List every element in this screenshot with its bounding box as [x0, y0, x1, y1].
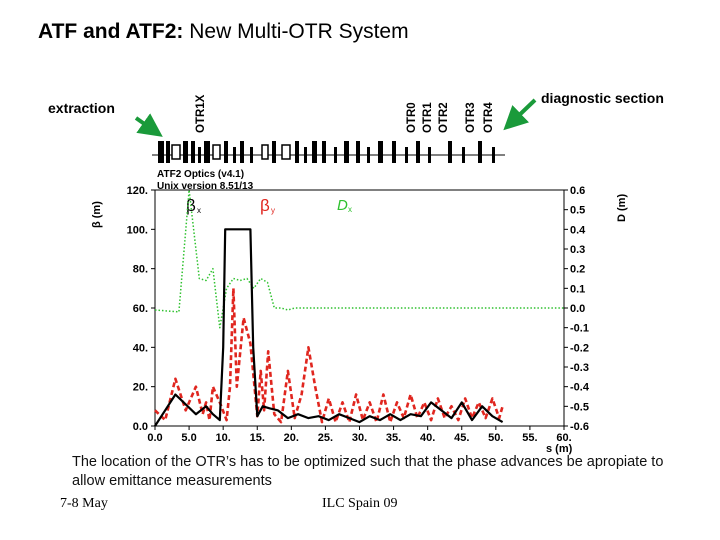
y-right-tick-label: 0.2 — [570, 264, 585, 276]
x-tick-label: 5.0 — [181, 432, 196, 444]
y-right-tick-label: -0.3 — [570, 362, 589, 374]
y-left-tick-label: 0.0 — [133, 421, 148, 433]
diagnostic-section-label: diagnostic section — [541, 90, 664, 106]
x-tick-label: 25. — [318, 432, 333, 444]
lattice-magnet — [312, 141, 317, 163]
legend-beta-y-sub: y — [271, 206, 275, 215]
lattice-monitor — [462, 147, 465, 163]
y-right-tick-label: -0.5 — [570, 401, 589, 413]
y-right-tick-label: 0.4 — [570, 224, 586, 236]
optics-info-line1: ATF2 Optics (v4.1) — [157, 169, 244, 180]
extraction-label: extraction — [48, 100, 115, 116]
optics-info-line2: Unix version 8.51/13 — [157, 181, 254, 192]
y-right-tick-label: 0.1 — [570, 283, 585, 295]
x-tick-label: 15. — [250, 432, 265, 444]
legend-beta-x-sub: x — [197, 206, 201, 215]
lattice-magnet — [356, 141, 360, 163]
lattice-magnet — [171, 144, 181, 160]
lattice-magnet — [158, 141, 164, 163]
x-tick-label: 40. — [420, 432, 435, 444]
lattice-magnet — [272, 141, 276, 163]
y-right-tick-label: 0.5 — [570, 205, 585, 217]
y-left-axis-title: β (m) — [91, 201, 103, 228]
series-line-dotted — [154, 189, 564, 329]
y-left-tick-label: 120. — [127, 185, 148, 197]
y-right-tick-label: -0.1 — [570, 323, 589, 335]
x-tick-label: 10. — [216, 432, 231, 444]
lattice-magnet — [322, 141, 326, 163]
y-right-tick-label: -0.2 — [570, 342, 589, 354]
legend: β x β y D x — [186, 196, 352, 215]
lattice-magnet — [212, 144, 221, 160]
lattice-monitor — [405, 147, 408, 163]
x-tick-label: 35. — [386, 432, 401, 444]
lattice-magnet — [224, 141, 228, 163]
lattice-magnet — [378, 141, 383, 163]
lattice-magnet — [240, 141, 244, 163]
caption-text: The location of the OTR’s has to be opti… — [72, 454, 664, 489]
lattice-magnet — [416, 141, 420, 163]
legend-beta-y: β — [260, 196, 270, 215]
lattice-monitor — [198, 147, 201, 163]
title-bold: ATF and ATF2: — [38, 20, 184, 43]
y-right-tick-label: 0.6 — [570, 185, 585, 197]
lattice-magnet — [295, 141, 299, 163]
y-right-tick-label: -0.4 — [570, 382, 590, 394]
y-left-tick-label: 60. — [133, 303, 148, 315]
footer-date: 7-8 May — [60, 496, 108, 511]
extraction-arrow — [134, 113, 163, 137]
lattice-magnet — [261, 144, 269, 160]
diagnostic-arrow — [503, 98, 537, 131]
x-tick-label: 55. — [522, 432, 537, 444]
x-tick-label: 20. — [284, 432, 299, 444]
lattice-magnet — [344, 141, 349, 163]
y-right-tick-label: 0.3 — [570, 244, 585, 256]
y-right-tick-label: -0.6 — [570, 421, 589, 433]
title-rest: New Multi-OTR System — [183, 20, 409, 43]
legend-disp-sub: x — [348, 205, 352, 214]
lattice-monitor — [492, 147, 495, 163]
legend-disp: D — [337, 197, 348, 214]
lattice-monitor — [233, 147, 236, 163]
x-tick-label: 60. — [556, 432, 571, 444]
lattice-monitor — [304, 147, 307, 163]
lattice-magnet — [166, 141, 170, 163]
lattice-magnet — [191, 141, 195, 163]
lattice-magnet — [392, 141, 396, 163]
y-left-tick-label: 40. — [133, 342, 148, 354]
x-tick-label: 0.0 — [147, 432, 162, 444]
x-axis-title: s (m) — [546, 443, 573, 455]
lattice-monitor — [250, 147, 253, 163]
lattice-magnet — [478, 141, 482, 163]
x-tick-label: 30. — [352, 432, 367, 444]
x-tick-label: 50. — [488, 432, 503, 444]
page-title: ATF and ATF2: New Multi-OTR System — [38, 20, 409, 44]
y-right-axis-title: D (m) — [616, 194, 628, 222]
beamline-lattice — [152, 141, 505, 163]
lattice-magnet — [281, 144, 291, 160]
lattice-magnet — [204, 141, 210, 163]
y-left-tick-label: 20. — [133, 382, 148, 394]
y-right-tick-label: 0.0 — [570, 303, 585, 315]
y-left-tick-label: 100. — [127, 224, 148, 236]
lattice-magnet — [183, 141, 188, 163]
y-left-tick-label: 80. — [133, 264, 148, 276]
lattice-monitor — [367, 147, 370, 163]
lattice-monitor — [334, 147, 337, 163]
x-tick-label: 45. — [454, 432, 469, 444]
series-line-solid — [154, 228, 504, 427]
lattice-monitor — [428, 147, 431, 163]
lattice-magnet — [448, 141, 452, 163]
footer-venue: ILC Spain 09 — [322, 496, 398, 511]
